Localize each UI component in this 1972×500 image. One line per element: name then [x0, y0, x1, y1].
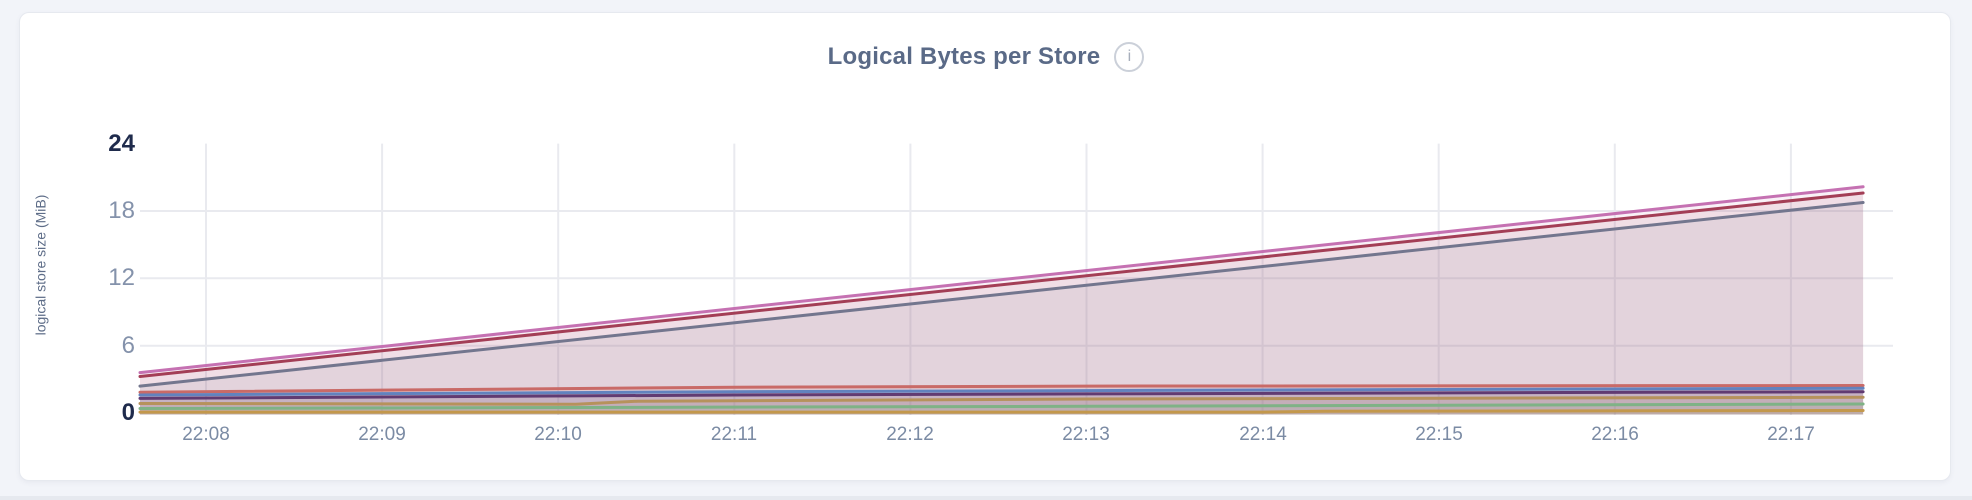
x-tick-label: 22:17 — [1767, 424, 1815, 445]
chart-title: Logical Bytes per Store — [827, 43, 1101, 70]
line-store-crimson — [138, 191, 1865, 378]
x-axis-ticks: 22:08 22:09 22:10 22:11 22:12 22:13 22:14 22:15… — [0, 422, 1972, 450]
x-tick-label: 22:14 — [1239, 424, 1287, 445]
area-store-pink — [140, 186, 1864, 415]
chart-plot-area[interactable] — [138, 110, 1893, 422]
line-store-purple — [138, 390, 1865, 400]
line-store-blue — [138, 386, 1865, 397]
x-tick-label: 22:13 — [1062, 424, 1110, 445]
y-tick-label: 24 — [108, 130, 135, 157]
x-tick-label: 22:12 — [886, 424, 934, 445]
x-tick-label: 22:08 — [182, 424, 230, 445]
x-tick-label: 22:09 — [358, 424, 406, 445]
info-icon[interactable]: i — [1114, 42, 1145, 72]
x-tick-label: 22:11 — [710, 424, 758, 445]
line-store-slate — [138, 201, 1865, 388]
next-section-edge — [0, 496, 1972, 500]
line-store-pink — [138, 185, 1865, 375]
area-store-slate — [140, 202, 1864, 415]
x-tick-label: 22:16 — [1591, 424, 1639, 445]
line-store-green — [138, 402, 1865, 410]
y-axis-label: logical store size (MiB) — [32, 194, 49, 336]
y-tick-label: 0 — [121, 399, 135, 426]
line-store-gold-2 — [138, 409, 1865, 414]
y-axis-ticks: 24 18 12 6 0 — [55, 0, 135, 500]
y-tick-label: 18 — [108, 197, 135, 224]
x-tick-label: 22:10 — [534, 424, 582, 445]
y-tick-label: 12 — [108, 264, 135, 291]
line-store-red — [138, 384, 1865, 394]
x-tick-label: 22:15 — [1415, 424, 1463, 445]
chart-header: Logical Bytes per Store i — [0, 40, 1972, 74]
line-store-gold — [138, 395, 1865, 406]
y-tick-label: 6 — [121, 332, 135, 359]
